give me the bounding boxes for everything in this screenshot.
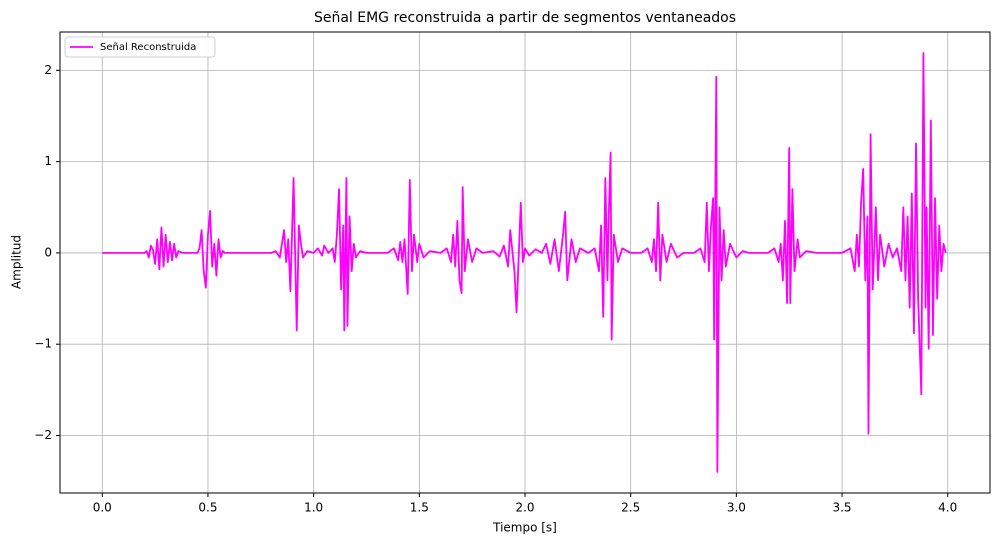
y-tick-label: 0 bbox=[44, 245, 52, 259]
y-tick-label: 1 bbox=[44, 154, 52, 168]
x-tick-label: 1.5 bbox=[410, 501, 429, 515]
x-tick-label: 0.0 bbox=[93, 501, 112, 515]
x-tick-label: 3.5 bbox=[832, 501, 851, 515]
y-axis-label: Amplitud bbox=[10, 235, 24, 289]
plot-frame bbox=[59, 31, 991, 494]
y-tick-label: −2 bbox=[34, 428, 52, 442]
y-tick-label: 2 bbox=[44, 63, 52, 77]
x-tick-label: 4.0 bbox=[938, 501, 957, 515]
legend: Señal Reconstruida bbox=[64, 36, 216, 58]
chart-title: Señal EMG reconstruida a partir de segme… bbox=[314, 10, 736, 26]
legend-box bbox=[64, 36, 216, 58]
x-tick-label: 2.0 bbox=[515, 501, 534, 515]
x-axis-label: Tiempo [s] bbox=[492, 521, 557, 535]
x-tick-label: 1.0 bbox=[304, 501, 323, 515]
legend-label: Señal Reconstruida bbox=[100, 42, 196, 53]
x-tick-label: 0.5 bbox=[198, 501, 217, 515]
y-tick-label: −1 bbox=[34, 337, 52, 351]
signal-line bbox=[102, 52, 947, 473]
x-tick-label: 3.0 bbox=[727, 501, 746, 515]
x-tick-label: 2.5 bbox=[621, 501, 640, 515]
